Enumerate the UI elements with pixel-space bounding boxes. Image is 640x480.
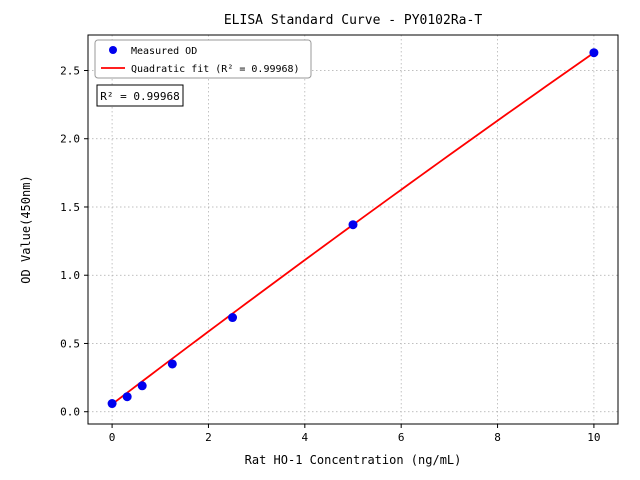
x-tick-label: 4 [302,431,309,444]
measured-od-point [348,220,358,230]
y-tick-label: 1.0 [60,269,80,282]
r-squared-annotation: R² = 0.99968 [96,84,184,107]
annotation-text: R² = 0.99968 [100,90,179,103]
annotation-box [96,84,184,107]
measured-od-point [122,392,132,402]
x-tick-label: 2 [205,431,212,444]
legend-label-quadratic-fit: Quadratic fit (R² = 0.99968) [131,64,300,75]
y-tick-label: 0.5 [60,337,80,350]
measured-od-point [107,399,117,409]
legend-box [94,39,312,79]
x-axis-label: Rat HO-1 Concentration (ng/mL) [245,453,462,467]
plot-frame [87,34,619,425]
y-tick-label: 2.5 [60,64,80,77]
x-tick-label: 0 [109,431,116,444]
measured-od-point [589,48,599,58]
y-tick-label: 1.5 [60,201,80,214]
measured-od-point [137,381,147,391]
legend-marker-measured-od [109,46,117,54]
y-axis-label: OD Value(450nm) [19,175,33,283]
x-tick-label: 8 [494,431,501,444]
chart-title: ELISA Standard Curve - PY0102Ra-T [224,13,482,28]
legend: Measured OD Quadratic fit (R² = 0.99968) [94,39,312,79]
y-tick-label: 2.0 [60,133,80,146]
legend-label-measured-od: Measured OD [131,46,197,57]
x-tick-label: 10 [587,431,600,444]
y-tick-label: 0.0 [60,406,80,419]
x-tick-label: 6 [398,431,405,444]
measured-od-point [167,359,177,369]
measured-od-point [228,313,238,323]
